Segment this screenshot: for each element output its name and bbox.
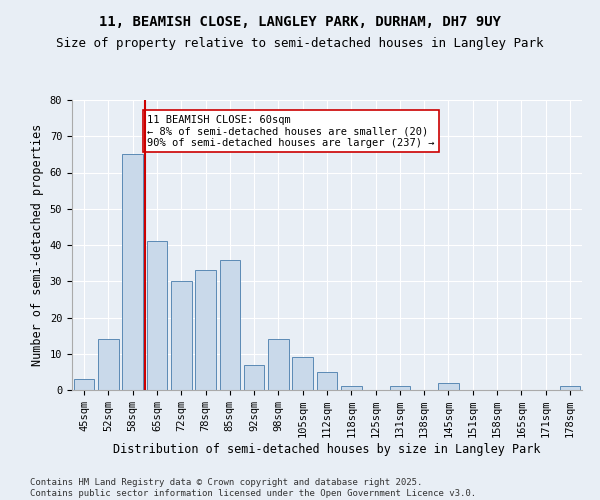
Text: Contains HM Land Registry data © Crown copyright and database right 2025.
Contai: Contains HM Land Registry data © Crown c… (30, 478, 476, 498)
Bar (146, 242, 167, 390)
Bar (268, 339, 289, 390)
Bar (244, 364, 265, 390)
Bar (122, 154, 143, 390)
Bar (98, 339, 119, 390)
Bar (195, 270, 216, 390)
Bar (74, 379, 94, 390)
Y-axis label: Number of semi-detached properties: Number of semi-detached properties (31, 124, 44, 366)
Bar (220, 260, 240, 390)
Bar (389, 386, 410, 390)
Bar (438, 383, 459, 390)
Bar (171, 281, 191, 390)
Text: 11, BEAMISH CLOSE, LANGLEY PARK, DURHAM, DH7 9UY: 11, BEAMISH CLOSE, LANGLEY PARK, DURHAM,… (99, 15, 501, 29)
Text: Size of property relative to semi-detached houses in Langley Park: Size of property relative to semi-detach… (56, 38, 544, 51)
Bar (560, 386, 580, 390)
X-axis label: Distribution of semi-detached houses by size in Langley Park: Distribution of semi-detached houses by … (113, 443, 541, 456)
Bar (292, 358, 313, 390)
Text: 11 BEAMISH CLOSE: 60sqm
← 8% of semi-detached houses are smaller (20)
90% of sem: 11 BEAMISH CLOSE: 60sqm ← 8% of semi-det… (147, 114, 435, 148)
Bar (317, 372, 337, 390)
Bar (341, 386, 362, 390)
